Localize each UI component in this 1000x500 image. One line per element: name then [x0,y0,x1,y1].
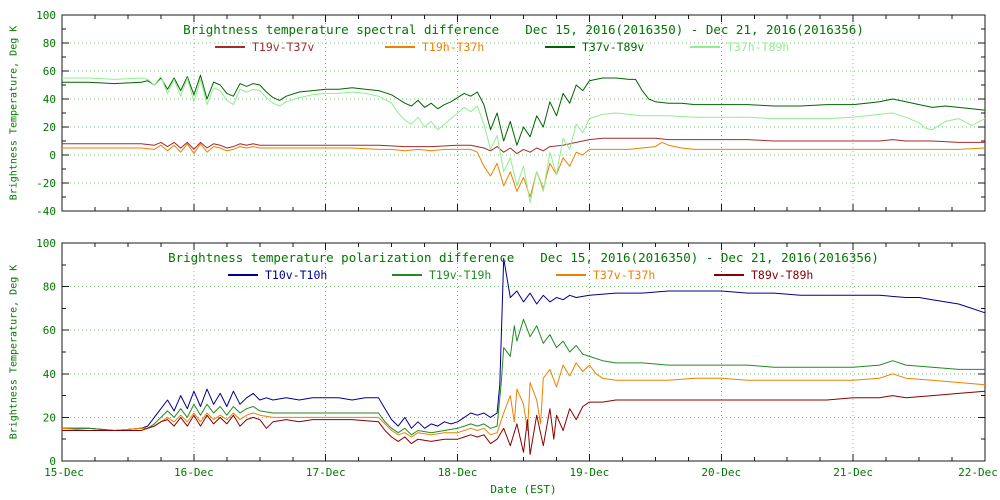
y-tick-label: 0 [49,149,56,162]
series-T19v-T37v [62,137,985,155]
y-tick-label: -20 [36,177,56,190]
x-tick-label: 18-Dec [438,466,478,479]
chart-0: -40 -20 0 20 40 60 80 100 [36,9,986,218]
y-tick-labels: -40 -20 0 20 40 60 80 100 [36,9,56,218]
series-T37h-T89h [62,76,986,204]
x-tick-label: 20-Dec [701,466,741,479]
axis-ticks [61,14,986,212]
x-tick-label: 16-Dec [174,466,214,479]
series-T10v-T10h [62,257,986,431]
x-tick-label: 22-Dec [958,466,998,479]
y-tick-label: 0 [49,455,56,468]
x-tick-label: 17-Dec [306,466,346,479]
y-tick-label: 20 [43,121,56,134]
y-tick-label: 80 [43,37,56,50]
y-tick-label: 100 [36,237,56,250]
grid [62,243,985,461]
x-tick-labels: 15-Dec 16-Dec 17-Dec 18-Dec 19-Dec 20-Dec 21-D… [44,466,998,479]
series-T89v-T89h [62,390,986,455]
x-tick-label: 21-Dec [833,466,873,479]
axis-ticks [61,242,986,462]
y-tick-label: 60 [43,324,56,337]
y-tick-label: 80 [43,281,56,294]
x-tick-label: 19-Dec [570,466,610,479]
plot-frame [61,14,986,212]
y-tick-labels: 0 20 40 60 80 100 [36,237,56,468]
plot-frame [61,242,986,462]
y-tick-label: 60 [43,65,56,78]
y-tick-label: -40 [36,205,56,218]
y-tick-label: 40 [43,368,56,381]
series-T19h-T37h [62,141,986,198]
x-tick-label: 15-Dec [44,466,84,479]
chart-1: 0 20 40 60 80 100 15-Dec 16-Dec 17-Dec 18-Dec 19-D… [36,237,998,479]
series-T37v-T37h [61,362,986,438]
series-T19v-T19h [62,318,985,436]
y-tick-label: 100 [36,9,56,22]
y-tick-label: 20 [43,411,56,424]
grid [62,15,985,211]
series-T37v-T89v [62,74,986,146]
y-tick-label: 40 [43,93,56,106]
